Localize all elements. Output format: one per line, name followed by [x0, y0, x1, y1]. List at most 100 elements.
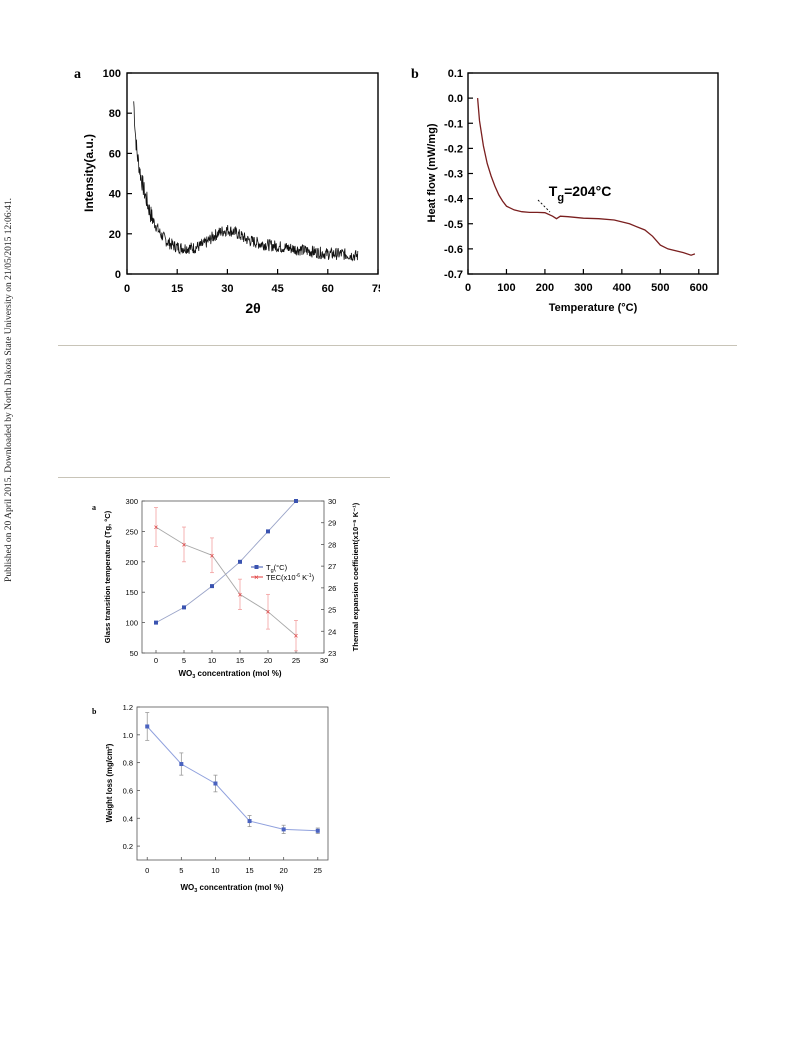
x-tick-label: 600 — [690, 282, 708, 294]
data-point-tg — [238, 559, 242, 564]
legend: Tg(°C) × TEC(x10-6 K-1) — [251, 563, 315, 582]
data-point-tec: × — [238, 590, 243, 599]
y-tick-label: 1.2 — [123, 703, 133, 712]
x-tick-label: 300 — [574, 282, 592, 294]
x-tick-label: 5 — [182, 656, 186, 665]
y2-axis-label: Thermal expansion coefficient(x10⁻⁶ K⁻¹) — [351, 502, 360, 651]
y-tick-label: 20 — [109, 229, 121, 241]
x-grid-labels: 0 15 30 45 60 75 — [124, 269, 380, 295]
x-tick-label: 0 — [465, 282, 471, 294]
data-point — [315, 828, 320, 833]
y-tick-labels: 0.1 0.0 -0.1 -0.2 -0.3 -0.4 -0.5 -0.6 -0.7 — [444, 68, 473, 281]
y-tick-label: 80 — [109, 108, 121, 120]
x-tick-label: 0 — [124, 283, 130, 295]
y-tick-label: 0.0 — [448, 93, 463, 105]
tg-tec-chart: a 0 5 10 15 20 25 30 50 100 150 200 250 300 23 24 25 26 2… — [92, 497, 360, 680]
x-axis-label: WO3 concentration (mol %) — [180, 883, 283, 894]
x-tick-label: 60 — [322, 283, 334, 295]
data-point — [145, 724, 150, 729]
y-tick-label: 250 — [125, 527, 138, 536]
data-point-tec: × — [154, 523, 159, 532]
svg-text:×: × — [254, 573, 259, 582]
x-tick-label: 400 — [613, 282, 631, 294]
data-point-tec: × — [210, 551, 215, 560]
y-tick-label: 0.8 — [123, 759, 133, 768]
x-tick-label: 15 — [245, 866, 253, 875]
y-tick-label: 0 — [115, 269, 121, 281]
dsc-chart: b 0 100 200 300 400 500 600 0.1 0.0 -0.1 -0.2 -0.3… — [411, 67, 719, 314]
y-tick-label: -0.5 — [444, 219, 463, 231]
legend-tg: Tg(°C) — [266, 563, 288, 574]
x-axis-label: WO3 concentration (mol %) — [178, 669, 281, 680]
y-tick-label: 200 — [125, 558, 138, 567]
x-tick-label: 20 — [279, 866, 287, 875]
plot-frame — [126, 72, 379, 275]
x-tick-label: 25 — [314, 866, 322, 875]
x-tick-label: 30 — [221, 283, 233, 295]
panel-letter-b: b — [411, 67, 419, 82]
y-tick-label: 300 — [125, 497, 138, 506]
y-axis-label: Heat flow (mW/mg) — [426, 123, 438, 222]
x-tick-label: 20 — [264, 656, 272, 665]
data-point-tg — [266, 529, 270, 534]
x-tick-label: 15 — [236, 656, 244, 665]
data-point-tec: × — [266, 608, 271, 617]
y-tick-label: -0.2 — [444, 143, 463, 155]
legend-tec: TEC(x10-6 K-1) — [266, 573, 315, 582]
sidebar-publication-note: Published on 20 April 2015. Downloaded b… — [0, 0, 24, 1039]
y2-tick-label: 25 — [328, 606, 336, 615]
tg-tangent-line — [537, 199, 551, 213]
y-tick-label: 1.0 — [123, 731, 133, 740]
y-tick-label: 40 — [109, 189, 121, 201]
y2-tick-label: 30 — [328, 497, 336, 506]
y-grid-labels: 0 20 40 60 80 100 — [103, 68, 132, 281]
section-divider-bottom — [58, 477, 390, 478]
series-line-0 — [155, 500, 297, 623]
y-tick-label: -0.6 — [444, 244, 463, 256]
y-tick-label: 100 — [103, 68, 121, 80]
xrd-series-line — [133, 101, 359, 262]
tick-labels: 0 5 10 15 20 25 30 50 100 150 200 250 300 23 24 25 26 27 2… — [125, 497, 336, 665]
y-tick-label: 0.4 — [123, 814, 133, 823]
section-divider-top — [58, 345, 737, 346]
y-tick-label: 0.2 — [123, 842, 133, 851]
y-tick-label: -0.4 — [444, 194, 464, 206]
x-axis-label: 2θ — [245, 300, 260, 316]
x-tick-label: 10 — [208, 656, 216, 665]
x-tick-label: 200 — [536, 282, 554, 294]
x-tick-label: 30 — [320, 656, 328, 665]
x-tick-label: 45 — [271, 283, 283, 295]
panel-letter-a: a — [74, 67, 81, 82]
y2-tick-label: 28 — [328, 540, 336, 549]
data-point — [247, 819, 252, 824]
x-tick-label: 10 — [211, 866, 219, 875]
x-tick-label: 500 — [651, 282, 669, 294]
y-axis-label: Weight loss (mg/cm²) — [105, 743, 114, 822]
data-point-tg — [294, 499, 298, 503]
panel-letter-b: b — [92, 707, 97, 716]
series-line — [146, 726, 318, 832]
dsc-series-line — [476, 98, 696, 256]
x-tick-label: 0 — [145, 866, 149, 875]
data-point-tg — [154, 620, 158, 625]
weight-loss-chart: b 0 5 10 15 20 25 0.2 0.4 0.6 0.8 1.0 1.2 WO3 conce… — [92, 703, 329, 894]
x-tick-label: 5 — [179, 866, 183, 875]
plot-frame — [136, 706, 329, 861]
x-axis-label: Temperature (°C) — [549, 302, 638, 314]
y2-tick-label: 23 — [328, 649, 336, 658]
tick-labels: 0 5 10 15 20 25 0.2 0.4 0.6 0.8 1.0 1.2 — [123, 703, 322, 875]
x-tick-label: 0 — [154, 656, 158, 665]
y-tick-label: 0.1 — [448, 68, 463, 80]
y-tick-label: 150 — [125, 588, 138, 597]
x-tick-label: 75 — [372, 283, 380, 295]
publication-note-text: Published on 20 April 2015. Downloaded b… — [4, 198, 14, 582]
data-point — [281, 827, 286, 832]
y2-tick-label: 29 — [328, 519, 336, 528]
tg-annotation: Tg=204°C — [549, 183, 612, 204]
y-tick-label: -0.7 — [444, 269, 463, 281]
y2-tick-label: 24 — [328, 627, 336, 636]
data-point — [179, 762, 184, 767]
data-point-tec: × — [182, 540, 187, 549]
y-tick-label: -0.3 — [444, 169, 463, 181]
x-tick-labels: 0 100 200 300 400 500 600 — [465, 269, 708, 294]
